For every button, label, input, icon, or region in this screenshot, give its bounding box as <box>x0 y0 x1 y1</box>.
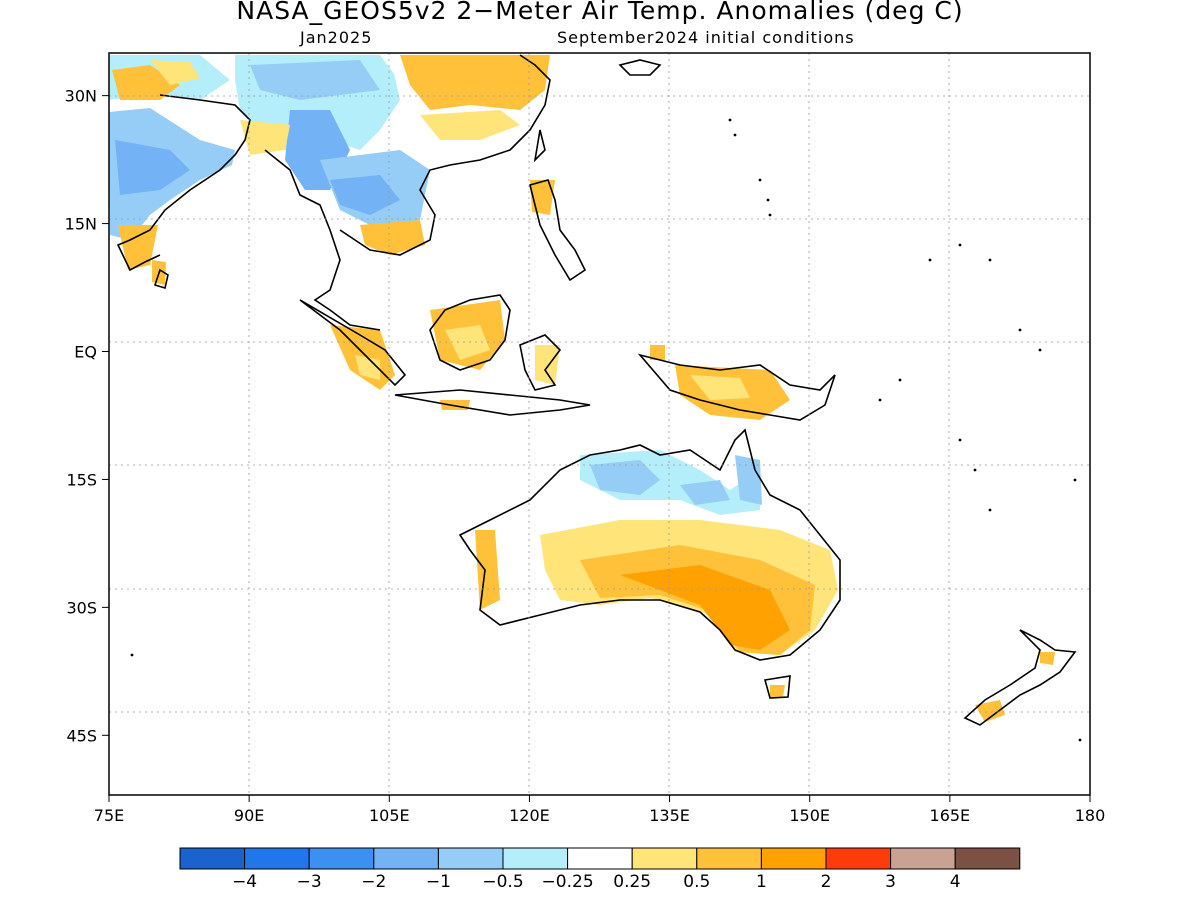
x-tick-label: 180 <box>1075 806 1106 825</box>
colorbar-swatch <box>890 847 956 870</box>
y-tick-label: 30S <box>66 598 97 617</box>
colorbar-swatch <box>244 847 310 870</box>
colorbar-swatch <box>696 847 762 870</box>
y-tick-label: 15S <box>66 470 97 489</box>
colorbar-label: −3 <box>296 872 322 892</box>
x-tick-label: 105E <box>369 806 410 825</box>
colorbar-label: −1 <box>425 872 451 892</box>
colorbar-swatch <box>954 847 1021 870</box>
x-tick-label: 150E <box>789 806 830 825</box>
y-tick-label: EQ <box>74 343 97 362</box>
colorbar-swatch <box>631 847 698 870</box>
x-tick-label: 120E <box>509 806 550 825</box>
graticule <box>109 53 1090 795</box>
colorbar-label: 4 <box>949 872 961 892</box>
x-tick-label: 75E <box>94 806 124 825</box>
colorbar-swatch <box>373 847 439 870</box>
colorbar-swatch <box>437 847 504 870</box>
colorbar-label: 1 <box>755 872 767 892</box>
x-tick-label: 90E <box>234 806 264 825</box>
colorbar-label: 3 <box>885 872 897 892</box>
initial-conditions: September2024 initial conditions <box>557 28 855 47</box>
colorbar-swatch <box>179 847 246 870</box>
pacific-islands <box>130 118 1082 742</box>
colorbar-label: −4 <box>232 872 258 892</box>
y-tick-label: 15N <box>65 215 97 234</box>
colorbar <box>179 847 1021 870</box>
anomaly-shading <box>109 55 1055 722</box>
coastlines <box>116 54 1077 726</box>
colorbar-label: 2 <box>820 872 832 892</box>
axis-ticks: 75E 90E 105E 120E 135E 150E 165E 180 30N 15N EQ 15S… <box>65 87 1106 825</box>
colorbar-label: 0.5 <box>683 872 711 892</box>
x-tick-label: 165E <box>930 806 971 825</box>
colorbar-swatch <box>567 847 633 870</box>
x-tick-label: 135E <box>649 806 690 825</box>
colorbar-swatch <box>502 847 569 870</box>
y-tick-label: 45S <box>66 726 97 745</box>
colorbar-label: −2 <box>361 872 387 892</box>
forecast-month: Jan2025 <box>300 28 373 47</box>
map-title: NASA_GEOS5v2 2−Meter Air Temp. Anomalies… <box>236 0 964 25</box>
colorbar-label: −0.5 <box>482 872 524 892</box>
colorbar-swatch <box>760 847 827 870</box>
colorbar-label: −0.25 <box>541 872 594 892</box>
colorbar-label: 0.25 <box>613 872 652 892</box>
colorbar-swatch <box>308 847 375 870</box>
map-frame <box>108 52 1091 796</box>
colorbar-swatch <box>825 847 892 870</box>
y-tick-label: 30N <box>65 87 97 106</box>
